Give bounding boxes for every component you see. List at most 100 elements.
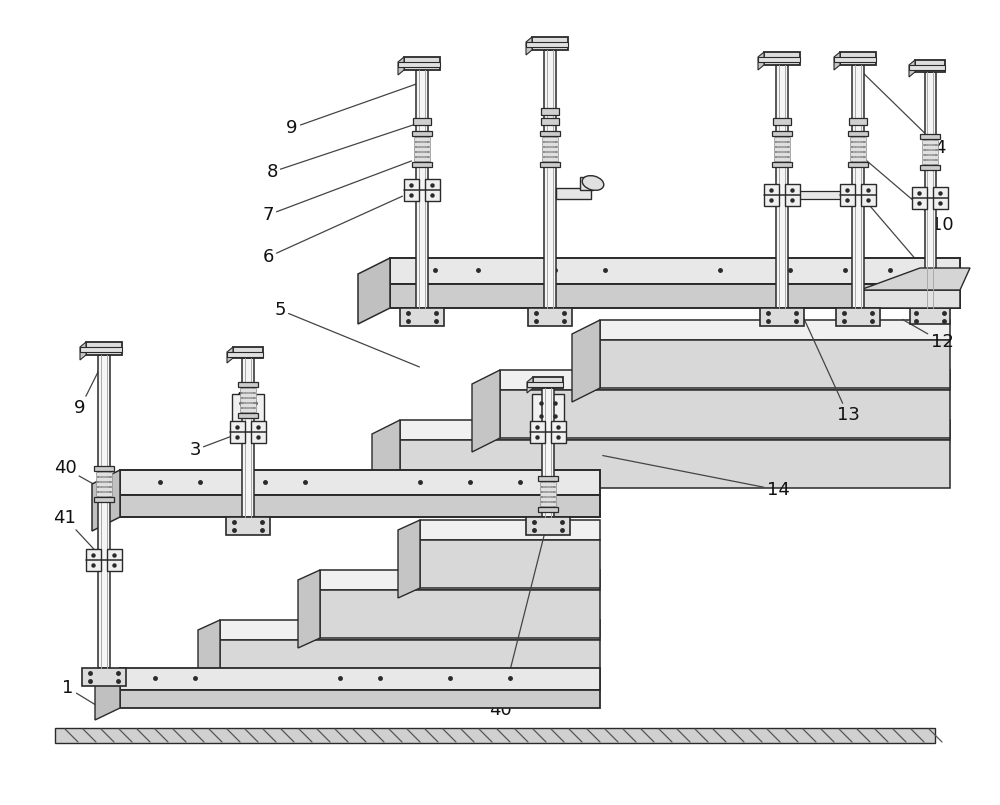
Bar [551, 421, 566, 443]
Bar [544, 50, 556, 308]
Bar [920, 165, 940, 170]
Bar [240, 403, 256, 407]
Text: 4: 4 [232, 373, 247, 409]
Bar [764, 52, 800, 65]
Bar [850, 142, 866, 146]
Bar [849, 118, 867, 125]
Bar [542, 137, 558, 141]
Bar [404, 179, 419, 201]
Bar [540, 502, 556, 506]
Bar [527, 382, 563, 387]
Bar [528, 308, 572, 326]
Polygon shape [526, 37, 532, 55]
Bar [230, 421, 245, 443]
Polygon shape [527, 377, 533, 393]
Bar [240, 393, 256, 397]
Bar [922, 160, 938, 164]
Bar [850, 137, 866, 141]
Bar [532, 37, 568, 50]
Polygon shape [95, 668, 120, 720]
Ellipse shape [582, 175, 604, 190]
Bar [96, 472, 112, 476]
Bar [774, 137, 790, 141]
Bar [420, 520, 600, 540]
Bar [120, 668, 600, 690]
Bar [915, 60, 945, 72]
Bar [600, 340, 950, 388]
Text: 7: 7 [262, 161, 411, 224]
Bar [933, 187, 948, 209]
Bar [96, 492, 112, 496]
Bar [774, 147, 790, 151]
Polygon shape [227, 347, 233, 363]
Bar [220, 640, 600, 688]
Bar [220, 620, 600, 640]
Bar [774, 152, 790, 156]
Bar [532, 394, 564, 430]
Bar [912, 187, 927, 209]
Text: 5: 5 [274, 301, 419, 367]
Bar [772, 162, 792, 167]
Bar [920, 134, 940, 139]
Bar [540, 487, 556, 491]
Bar [400, 308, 444, 326]
Polygon shape [358, 258, 390, 324]
Bar [542, 147, 558, 151]
Bar [390, 258, 960, 284]
Bar [240, 398, 256, 402]
Bar [836, 308, 880, 326]
Bar [580, 177, 593, 190]
Bar [425, 179, 440, 201]
Bar [120, 470, 600, 495]
Bar [540, 482, 556, 486]
Bar [772, 131, 792, 136]
Text: 6: 6 [262, 196, 402, 266]
Bar [785, 184, 800, 206]
Bar [404, 57, 440, 70]
Bar [760, 308, 804, 326]
Bar [420, 540, 600, 588]
Polygon shape [472, 370, 500, 452]
Bar [540, 131, 560, 136]
Polygon shape [298, 570, 320, 648]
Bar [120, 495, 600, 517]
Bar [925, 72, 936, 308]
Polygon shape [80, 342, 86, 360]
Bar [530, 421, 545, 443]
Bar [320, 590, 600, 638]
Bar [840, 52, 876, 65]
Bar [107, 549, 122, 571]
Bar [922, 145, 938, 149]
Text: 11: 11 [860, 194, 953, 299]
Polygon shape [398, 520, 420, 598]
Bar [526, 42, 568, 47]
Bar [227, 352, 263, 357]
Text: 10: 10 [862, 157, 953, 234]
Polygon shape [909, 60, 915, 77]
Bar [850, 152, 866, 156]
Polygon shape [758, 52, 764, 70]
Bar [413, 118, 431, 125]
Text: 8: 8 [266, 124, 416, 181]
Bar [86, 342, 122, 355]
Polygon shape [398, 57, 404, 75]
Bar [852, 65, 864, 308]
Bar [776, 65, 788, 308]
Bar [840, 184, 855, 206]
Bar [240, 388, 256, 392]
Bar [922, 150, 938, 154]
Bar [320, 570, 600, 590]
Bar [55, 728, 935, 743]
Bar [910, 308, 950, 324]
Bar [98, 355, 110, 668]
Bar [540, 497, 556, 501]
Bar [540, 162, 560, 167]
Polygon shape [92, 470, 120, 531]
Bar [850, 147, 866, 151]
Text: 4: 4 [860, 70, 946, 157]
Bar [922, 140, 938, 144]
Bar [82, 668, 126, 686]
Text: 40: 40 [54, 459, 102, 489]
Bar [909, 65, 945, 70]
Bar [600, 320, 950, 340]
